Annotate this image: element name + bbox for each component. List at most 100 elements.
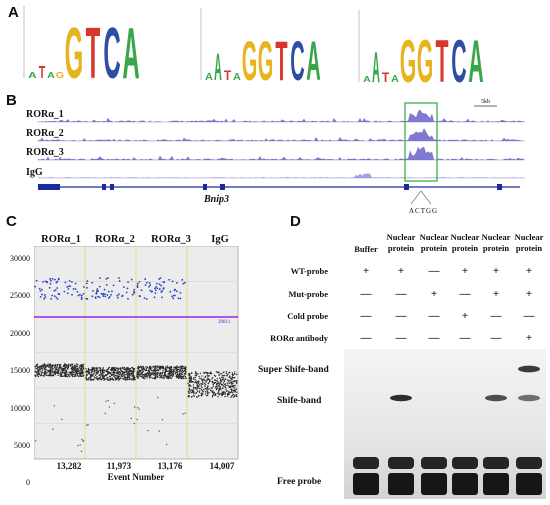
- droplet-negative: [47, 369, 49, 372]
- droplet-negative: [217, 391, 220, 394]
- droplet-outlier: [80, 450, 83, 453]
- droplet-negative: [176, 369, 178, 371]
- gene-exon: [38, 184, 60, 190]
- droplet-positive: [46, 281, 48, 284]
- droplet-negative: [171, 375, 174, 377]
- droplet-negative: [170, 369, 173, 371]
- droplet-negative: [226, 374, 228, 377]
- logo-letter: T: [382, 69, 389, 85]
- logo-letter: A: [214, 46, 222, 88]
- lane-mark: —: [459, 288, 471, 300]
- droplet-negative: [62, 365, 65, 368]
- droplet-negative: [95, 377, 98, 379]
- droplet-negative: [108, 372, 110, 375]
- droplet-negative: [205, 381, 207, 383]
- droplet-negative: [225, 372, 227, 375]
- droplet-negative: [208, 372, 210, 374]
- lane-mark: —: [395, 310, 407, 322]
- droplet-negative: [232, 396, 235, 398]
- x-axis-label: Event Number: [107, 472, 165, 482]
- droplet-negative: [185, 377, 187, 379]
- droplet-negative: [218, 394, 220, 396]
- droplet-positive: [54, 278, 56, 281]
- droplet-negative: [59, 372, 62, 375]
- lane-header-5: Nuclear protein: [476, 232, 516, 254]
- panel-c-label: C: [6, 213, 17, 230]
- droplet-positive: [86, 280, 89, 282]
- droplet-negative: [203, 378, 205, 381]
- droplet-positive: [66, 286, 69, 288]
- droplet-negative: [78, 372, 80, 375]
- droplet-negative: [216, 378, 219, 380]
- droplet-negative: [191, 391, 194, 393]
- free-probe-band: [421, 457, 447, 469]
- droplet-positive: [43, 297, 46, 300]
- droplet-outlier: [136, 418, 139, 421]
- droplet-negative: [66, 374, 68, 376]
- droplet-negative: [235, 395, 238, 398]
- droplet-negative: [222, 371, 225, 374]
- droplet-negative: [224, 386, 227, 389]
- droplet-negative: [223, 379, 226, 381]
- droplet-negative: [194, 376, 196, 379]
- droplet-negative: [98, 370, 100, 372]
- droplet-negative: [51, 374, 53, 376]
- droplet-negative: [123, 372, 126, 374]
- droplet-negative: [214, 375, 217, 377]
- droplet-negative: [188, 392, 190, 394]
- lane-mark: —: [490, 332, 502, 344]
- lane-mark: —: [490, 310, 502, 322]
- lane-mark: +: [362, 265, 370, 277]
- droplet-negative: [49, 363, 51, 366]
- droplet-negative: [194, 372, 197, 375]
- droplet-negative: [166, 375, 168, 378]
- droplet-negative: [183, 377, 185, 380]
- free-probe-band: [421, 473, 447, 495]
- droplet-negative: [203, 388, 205, 391]
- droplet-positive: [80, 296, 83, 299]
- droplet-negative: [179, 366, 182, 368]
- droplet-negative: [143, 377, 146, 380]
- droplet-negative: [188, 385, 190, 387]
- droplet-negative: [196, 381, 199, 383]
- droplet-negative: [181, 378, 183, 380]
- droplet-negative: [64, 375, 66, 377]
- droplet-negative: [164, 374, 167, 376]
- droplet-negative: [49, 374, 52, 377]
- droplet-negative: [136, 371, 139, 374]
- droplet-positive: [74, 288, 77, 291]
- droplet-positive: [106, 277, 109, 279]
- droplet-negative: [219, 373, 222, 375]
- droplet-negative: [102, 377, 105, 379]
- droplet-outlier: [137, 407, 139, 409]
- gene-exon: [404, 184, 409, 190]
- lane-header-text: Buffer: [354, 244, 378, 254]
- droplet-negative: [213, 382, 216, 384]
- droplet-negative: [149, 367, 151, 369]
- droplet-negative: [229, 391, 231, 394]
- droplet-negative: [195, 391, 198, 394]
- droplet-positive: [96, 295, 99, 298]
- droplet-negative: [206, 374, 209, 376]
- droplet-positive: [161, 296, 163, 299]
- droplet-negative: [221, 384, 224, 386]
- droplet-negative: [172, 372, 174, 375]
- droplet-negative: [164, 369, 166, 371]
- droplet-positive: [53, 289, 56, 292]
- droplet-negative: [165, 370, 168, 372]
- droplet-negative: [88, 372, 90, 375]
- droplet-negative: [204, 379, 206, 382]
- droplet-negative: [64, 372, 66, 374]
- droplet-positive: [85, 282, 88, 285]
- droplet-negative: [112, 379, 115, 381]
- droplet-negative: [41, 369, 44, 371]
- droplet-negative: [228, 371, 231, 374]
- droplet-negative: [207, 392, 209, 395]
- droplet-positive: [41, 288, 43, 291]
- droplet-positive: [105, 277, 108, 280]
- droplet-negative: [224, 395, 226, 398]
- lane-header-text: protein: [482, 243, 510, 253]
- droplet-negative: [156, 371, 159, 374]
- shift-band: [518, 394, 540, 402]
- droplet-negative: [204, 387, 207, 390]
